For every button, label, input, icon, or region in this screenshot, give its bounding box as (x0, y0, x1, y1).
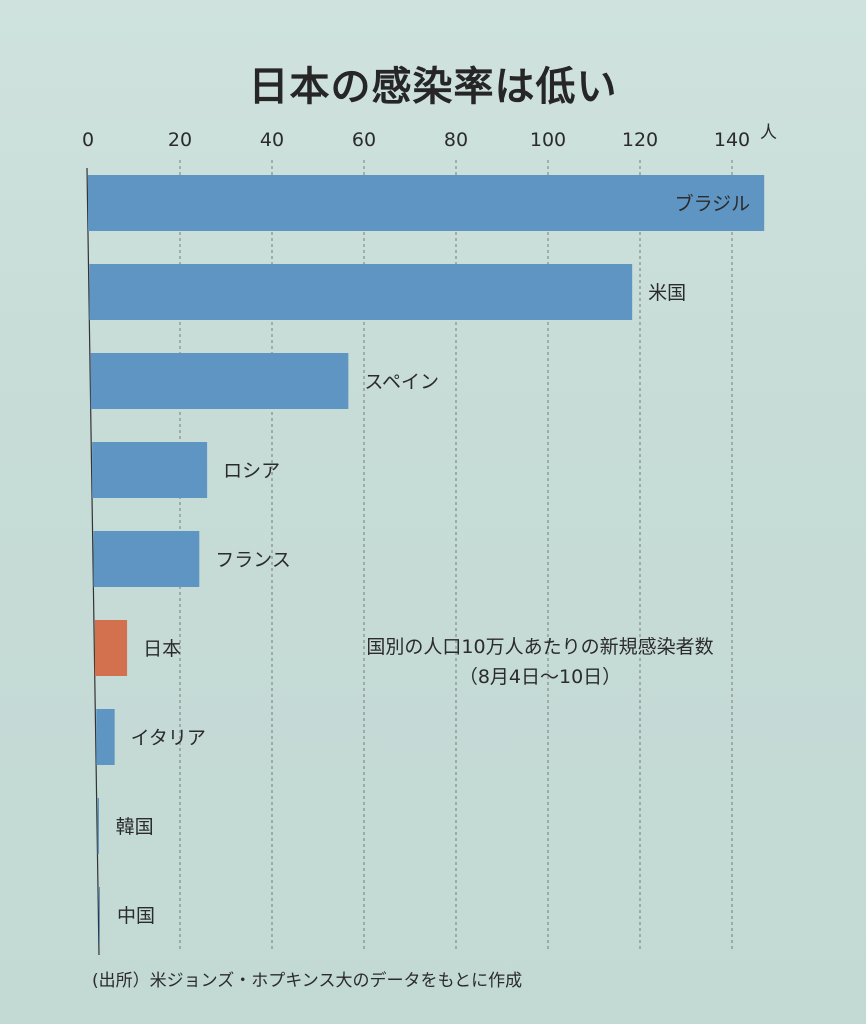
tick-label-0: 0 (82, 129, 94, 151)
bar-1 (89, 264, 633, 320)
bar-5 (94, 620, 128, 676)
annotation-line-1: 国別の人口10万人あたりの新規感染者数 (366, 636, 714, 658)
tick-label-140: 140 (714, 129, 750, 151)
category-label-8: 中国 (117, 905, 155, 927)
bar-2 (90, 353, 349, 409)
category-label-2: スペイン (364, 371, 439, 393)
y-axis-line (86, 167, 100, 956)
tick-label-120: 120 (622, 129, 658, 151)
tick-label-60: 60 (352, 129, 376, 151)
category-label-7: 韓国 (116, 816, 154, 838)
bar-8 (99, 887, 100, 943)
chart-annotation: 国別の人口10万人あたりの新規感染者数 （8月4日～10日） (270, 632, 810, 692)
bar-7 (97, 798, 100, 854)
unit-label: 人 (760, 123, 777, 143)
chart-title: 日本の感染率は低い (248, 64, 618, 110)
bar-3 (92, 442, 208, 498)
category-label-0: ブラジル (675, 192, 751, 215)
tick-label-40: 40 (260, 129, 284, 151)
tick-label-80: 80 (444, 129, 468, 151)
tick-label-20: 20 (168, 129, 192, 151)
category-label-1: 米国 (648, 282, 686, 304)
annotation-line-2: （8月4日～10日） (458, 666, 622, 688)
tick-label-100: 100 (530, 129, 566, 151)
category-label-5: 日本 (143, 638, 181, 660)
bar-4 (93, 531, 200, 587)
category-label-3: ロシア (223, 460, 280, 482)
bar-6 (96, 709, 115, 765)
category-label-4: フランス (215, 549, 291, 571)
bar-0 (88, 175, 765, 231)
source-note: (出所）米ジョンズ・ホプキンス大のデータをもとに作成 (92, 971, 523, 991)
category-label-6: イタリア (131, 727, 206, 749)
